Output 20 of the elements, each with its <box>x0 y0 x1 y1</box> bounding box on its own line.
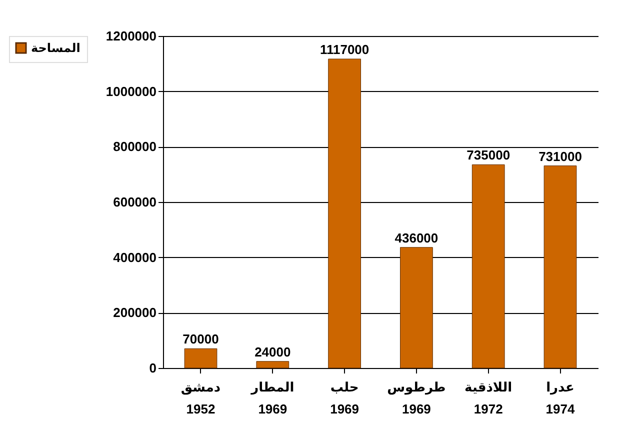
y-tick-label: 400000 <box>113 250 156 265</box>
data-label: 436000 <box>394 230 438 246</box>
y-tick-label: 1200000 <box>106 28 156 44</box>
bar <box>400 247 433 368</box>
y-tick-label: 600000 <box>113 194 156 210</box>
y-tick-label: 0 <box>149 360 156 376</box>
bar <box>256 361 290 368</box>
y-tick-label: 800000 <box>113 139 156 154</box>
bar <box>328 58 361 368</box>
y-tick-label: 1000000 <box>106 84 156 99</box>
data-label: 70000 <box>182 332 219 347</box>
y-tick-label: 200000 <box>113 305 156 320</box>
data-label: 24000 <box>254 344 291 360</box>
data-label: 735000 <box>466 148 510 163</box>
bar <box>184 348 218 368</box>
data-label: 731000 <box>538 148 582 164</box>
bar <box>544 166 577 368</box>
bar <box>472 164 505 368</box>
data-label: 1117000 <box>320 42 370 57</box>
legend-label: المساحة <box>31 41 80 55</box>
